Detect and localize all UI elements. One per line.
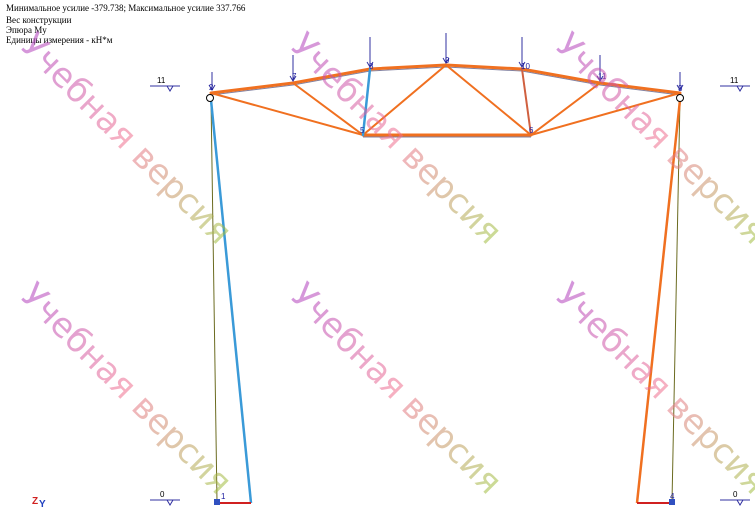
node-label: 1 (221, 492, 226, 501)
header-line: Вес конструкции (6, 15, 72, 25)
level-marks (150, 85, 750, 506)
watermark: Учебная версия (13, 26, 240, 253)
support (214, 499, 220, 505)
header-line: Единицы измерения - кН*м (6, 35, 113, 45)
axis-y: Y (39, 499, 46, 510)
node-label: 9 (445, 56, 450, 65)
header-line: Эпюра My (6, 25, 47, 35)
watermark: Учебная версия (548, 26, 755, 253)
loads (208, 33, 684, 91)
level-label: 0 (160, 490, 165, 499)
node-label: 4 (670, 492, 675, 501)
level-label: 0 (733, 490, 738, 499)
level-label: 11 (730, 76, 739, 85)
node-label: 6 (529, 126, 534, 135)
node-label: 11 (598, 72, 607, 81)
node-label: 7 (292, 72, 297, 81)
axis-z: Z (32, 496, 38, 507)
truss-axes (210, 66, 681, 138)
watermark: Учебная версия (283, 276, 510, 503)
header-line: Минимальное усилие -379.738; Максимально… (6, 3, 246, 13)
watermark: Учебная версия (548, 276, 755, 503)
hinge (206, 94, 214, 102)
node-label: 5 (360, 126, 365, 135)
hinge (676, 94, 684, 102)
node-label: 8 (369, 62, 374, 71)
watermark: Учебная версия (13, 276, 240, 503)
columns (210, 97, 681, 503)
support (669, 499, 675, 505)
node-label: 3 (678, 84, 683, 93)
node-label: 10 (521, 62, 530, 71)
level-label: 11 (157, 76, 166, 85)
moment-diagram (209, 99, 682, 504)
node-label: 2 (209, 83, 214, 92)
truss-moment (209, 63, 682, 137)
watermark: Учебная версия (283, 26, 510, 253)
